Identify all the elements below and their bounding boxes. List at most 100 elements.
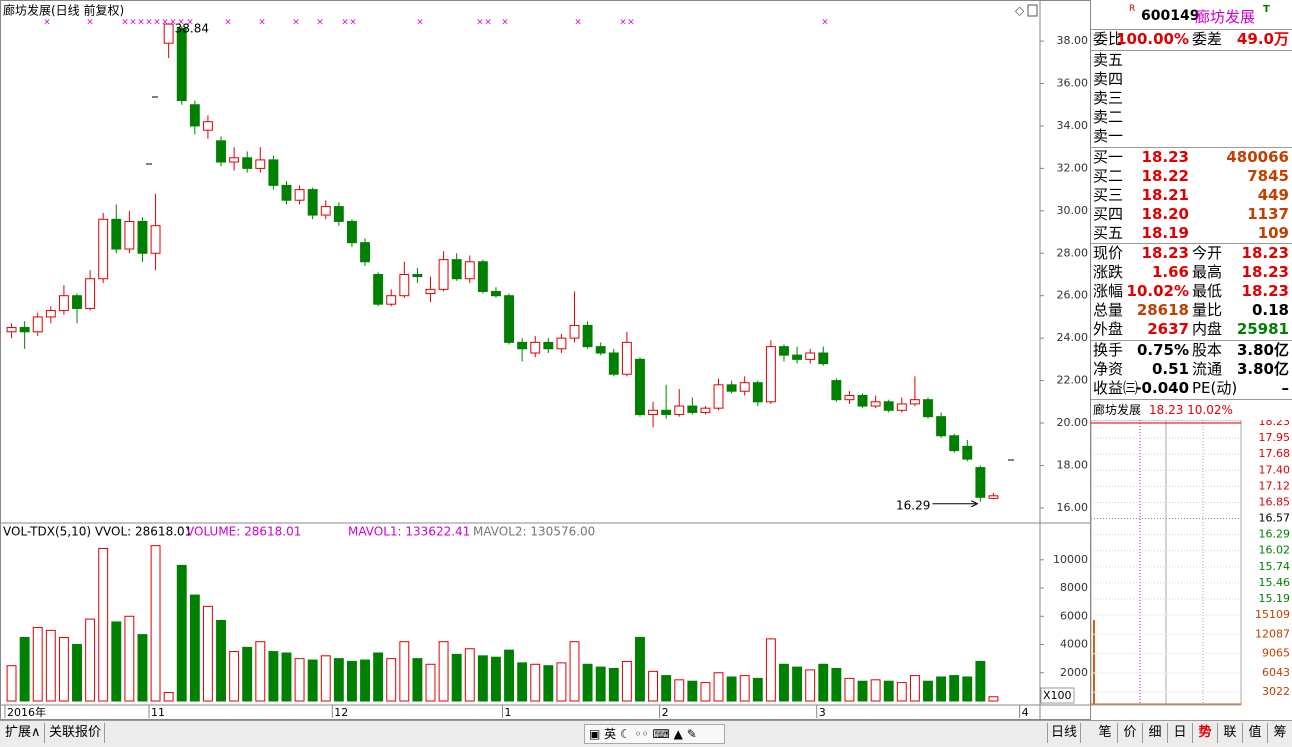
footer-tab[interactable]: 值 bbox=[1243, 723, 1268, 743]
volume-bar bbox=[32, 627, 43, 702]
volume-bar bbox=[582, 663, 593, 702]
volume-bar bbox=[870, 679, 881, 702]
footer-tab[interactable]: 笔 bbox=[1093, 723, 1118, 743]
candle-body bbox=[857, 394, 868, 407]
volume-bar bbox=[189, 594, 200, 702]
candle-body bbox=[870, 401, 881, 407]
candle-body bbox=[320, 206, 331, 216]
candle-body bbox=[281, 184, 292, 201]
label: 流通 bbox=[1192, 360, 1223, 378]
candle-body bbox=[6, 327, 17, 333]
footer-tab[interactable]: 价 bbox=[1118, 723, 1143, 743]
candle-body bbox=[936, 416, 947, 437]
candle-body bbox=[229, 157, 240, 163]
candle-body bbox=[949, 435, 960, 452]
candle-body bbox=[739, 382, 750, 392]
volume-bar bbox=[176, 564, 187, 702]
value: 1.66 bbox=[1151, 263, 1189, 281]
vol-header: VOLUME: 28618.01 bbox=[186, 525, 301, 539]
volume-bar bbox=[805, 669, 816, 702]
volume-bar bbox=[896, 682, 907, 702]
quote-row: 买三 18.21 449 bbox=[1091, 186, 1292, 205]
volume-bar bbox=[477, 655, 488, 702]
footer-tab[interactable]: 筹 bbox=[1268, 723, 1292, 743]
period-tab[interactable]: 日线 bbox=[1047, 723, 1082, 743]
label: 买一 bbox=[1093, 148, 1124, 166]
candle-body bbox=[346, 220, 357, 244]
footer-tab[interactable]: 扩展∧ bbox=[2, 723, 45, 743]
candle-body bbox=[765, 346, 776, 403]
label: 涨幅 bbox=[1093, 282, 1124, 300]
candle-body bbox=[504, 295, 514, 343]
volume-bar bbox=[752, 677, 763, 702]
flag: T bbox=[1263, 4, 1270, 15]
x-tick-label: 2 bbox=[662, 706, 669, 719]
volume-bar bbox=[98, 547, 109, 702]
candle-body bbox=[386, 295, 397, 305]
volume-bar bbox=[504, 649, 514, 702]
quote-row: 卖一 bbox=[1091, 127, 1292, 146]
volume-bar bbox=[687, 680, 698, 702]
footer-tab[interactable]: 日 bbox=[1168, 723, 1193, 743]
event-marker: × bbox=[145, 18, 153, 28]
event-marker: × bbox=[484, 18, 492, 28]
value: – bbox=[1281, 379, 1290, 397]
volume-bar bbox=[988, 696, 999, 702]
quote-row: 卖二 bbox=[1091, 108, 1292, 127]
vol-tick-label: 4000 bbox=[1060, 638, 1088, 651]
candle-body bbox=[923, 399, 933, 418]
y-tick-label: 20.00 bbox=[1057, 416, 1089, 429]
candle-body bbox=[805, 352, 816, 360]
value: 18.21 bbox=[1141, 186, 1189, 204]
event-marker: × bbox=[341, 18, 349, 28]
candle-body bbox=[896, 403, 907, 411]
volume-bar bbox=[608, 668, 619, 702]
intraday-price-label: 17.12 bbox=[1259, 479, 1291, 492]
footer-tab[interactable]: 势 bbox=[1193, 723, 1218, 743]
y-tick-label: 28.00 bbox=[1057, 246, 1089, 259]
label: 换手 bbox=[1093, 341, 1124, 359]
candle-body bbox=[726, 384, 737, 392]
volume-bar bbox=[883, 680, 894, 702]
volume-bar bbox=[150, 545, 161, 702]
candle-body bbox=[137, 220, 148, 254]
event-marker: × bbox=[137, 18, 145, 28]
label: 卖二 bbox=[1093, 108, 1124, 126]
volume-bar bbox=[360, 659, 370, 702]
value: 18.23 bbox=[1241, 263, 1289, 281]
candle-body bbox=[909, 399, 920, 405]
volume-bar bbox=[242, 646, 253, 702]
footer-tab[interactable]: 关联报价 bbox=[46, 723, 106, 743]
quote-row: 涨幅 10.02% 最低 18.23 bbox=[1091, 282, 1292, 301]
intraday-price-label: 16.29 bbox=[1259, 528, 1291, 541]
candle-body bbox=[268, 159, 279, 186]
value: 480066 bbox=[1226, 148, 1289, 166]
value: 2637 bbox=[1147, 320, 1189, 338]
event-marker: × bbox=[316, 18, 324, 28]
footer-tab[interactable]: 细 bbox=[1143, 723, 1168, 743]
quote-row: 买一 18.23 480066 bbox=[1091, 148, 1292, 167]
intraday-price-label: 15.74 bbox=[1259, 560, 1291, 573]
intraday-price-label: 15.46 bbox=[1259, 576, 1291, 589]
volume-bar bbox=[294, 658, 305, 702]
chart-title: 廊坊发展(日线 前复权) bbox=[3, 3, 124, 18]
volume-bar bbox=[202, 605, 213, 702]
volume-bar bbox=[635, 636, 645, 702]
label: 买四 bbox=[1093, 205, 1124, 223]
x-tick-label: 11 bbox=[151, 706, 165, 719]
footer-tab[interactable]: 联 bbox=[1218, 723, 1243, 743]
quote-row: 涨跌 1.66 最高 18.23 bbox=[1091, 263, 1292, 282]
candle-body bbox=[661, 409, 672, 416]
icon[interactable] bbox=[1027, 4, 1038, 17]
icon[interactable]: ◇ bbox=[1015, 4, 1025, 18]
volume-bar bbox=[949, 675, 960, 702]
ime-toolbar[interactable]: ▣ 英 ☾ ◦◦ ⌨ ▲ ✎ bbox=[584, 724, 725, 744]
event-marker: × bbox=[627, 18, 635, 28]
volume-bar bbox=[779, 663, 789, 702]
event-marker: × bbox=[129, 18, 137, 28]
candle-body bbox=[412, 273, 423, 278]
low-arrow-head bbox=[971, 500, 979, 508]
volume-bar bbox=[595, 666, 606, 702]
volume-bar bbox=[399, 641, 410, 702]
y-tick-label: 22.00 bbox=[1057, 374, 1089, 387]
